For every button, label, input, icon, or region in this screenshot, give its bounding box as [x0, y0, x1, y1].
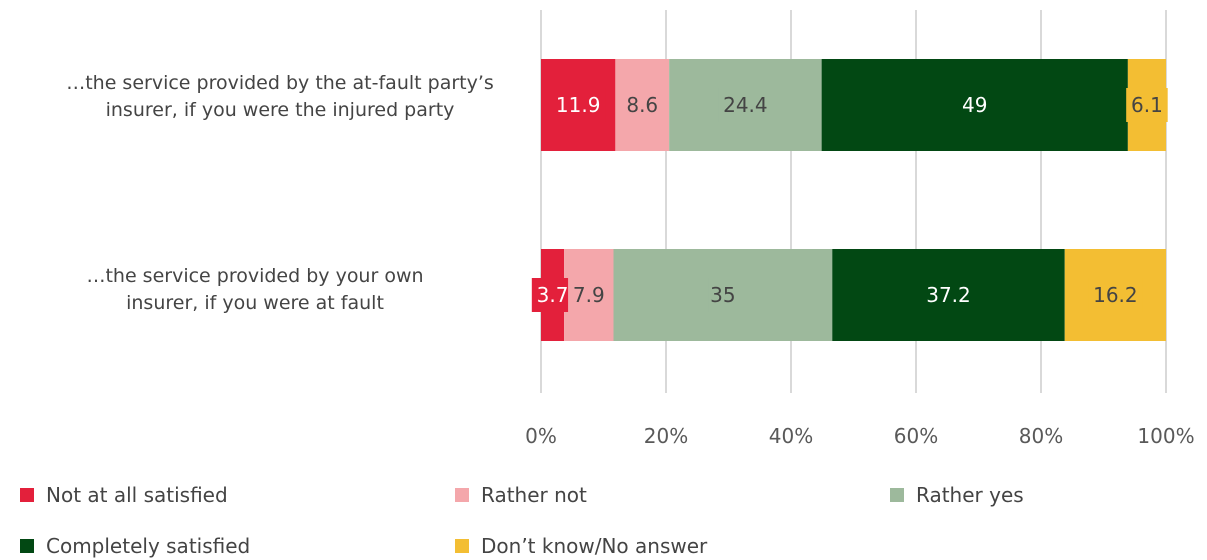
data-label-0-1: 8.6 [626, 93, 658, 117]
data-label-1-1: 7.9 [573, 283, 605, 307]
data-label-bg-0-3 [960, 88, 990, 122]
category-label-1-line-2: insurer, if you were at fault [126, 292, 384, 314]
data-label-1-0: 3.7 [537, 283, 569, 307]
stacked-bar-chart: 0% 20% 40% 60% 80% 100% 11.9 8.6 24.4 49 6.1 3.7 7.9… [525, 10, 1195, 448]
category-label-1-line-1: …the service provided by your own [86, 265, 424, 287]
x-tick-label-2: 40% [769, 424, 813, 448]
legend-item-not-at-all-satisfied: Not at all satisfied [20, 483, 228, 507]
legend-label-completely-satisfied: Completely satisfied [46, 534, 251, 558]
data-label-1-3: 37.2 [926, 283, 971, 307]
legend-label-rather-not: Rather not [481, 483, 587, 507]
chart-area: 0% 20% 40% 60% 80% 100% 11.9 8.6 24.4 49 6.1 3.7 7.9… [0, 10, 1195, 448]
legend-label-dont-know: Don’t know/No answer [481, 534, 708, 558]
data-label-bg-0-0 [551, 88, 606, 122]
legend-item-rather-yes: Rather yes [890, 483, 1024, 507]
data-label-1-4: 16.2 [1093, 283, 1138, 307]
data-label-bg-0-2 [718, 88, 773, 122]
legend-swatch-rather-not [455, 488, 469, 502]
legend-swatch-dont-know [455, 539, 469, 553]
category-label-0: …the service provided by the at-fault pa… [0, 70, 560, 124]
legend-swatch-rather-yes [890, 488, 904, 502]
legend-item-completely-satisfied: Completely satisfied [20, 534, 250, 558]
data-label-bg-1-1 [568, 278, 610, 312]
data-label-0-3: 49 [962, 93, 987, 117]
legend-swatch-not-at-all-satisfied [20, 488, 34, 502]
data-label-0-0: 11.9 [556, 93, 601, 117]
x-tick-label-4: 80% [1019, 424, 1063, 448]
x-tick-label-5: 100% [1137, 424, 1194, 448]
data-label-bg-0-1 [621, 88, 663, 122]
data-label-1-2: 35 [710, 283, 735, 307]
category-label-0-line-2: insurer, if you were the injured party [105, 99, 455, 121]
category-label-0-line-1: …the service provided by the at-fault pa… [66, 72, 494, 94]
x-tick-label-1: 20% [644, 424, 688, 448]
x-tick-label-3: 60% [894, 424, 938, 448]
x-tick-label-0: 0% [525, 424, 557, 448]
data-label-bg-0-4 [1126, 88, 1168, 122]
data-label-bg-1-3 [921, 278, 976, 312]
legend-item-dont-know: Don’t know/No answer [455, 534, 707, 558]
legend-swatch-completely-satisfied [20, 539, 34, 553]
data-label-0-4: 6.1 [1131, 93, 1163, 117]
legend-label-rather-yes: Rather yes [916, 483, 1024, 507]
data-label-bg-1-2 [708, 278, 738, 312]
category-label-1: …the service provided by your own insure… [0, 263, 510, 317]
legend-item-rather-not: Rather not [455, 483, 587, 507]
legend: Not at all satisfied Rather not Rather y… [0, 470, 1207, 560]
data-label-bg-1-0 [531, 278, 574, 312]
legend-label-not-at-all-satisfied: Not at all satisfied [46, 483, 228, 507]
data-label-bg-1-4 [1088, 278, 1143, 312]
data-label-0-2: 24.4 [723, 93, 768, 117]
